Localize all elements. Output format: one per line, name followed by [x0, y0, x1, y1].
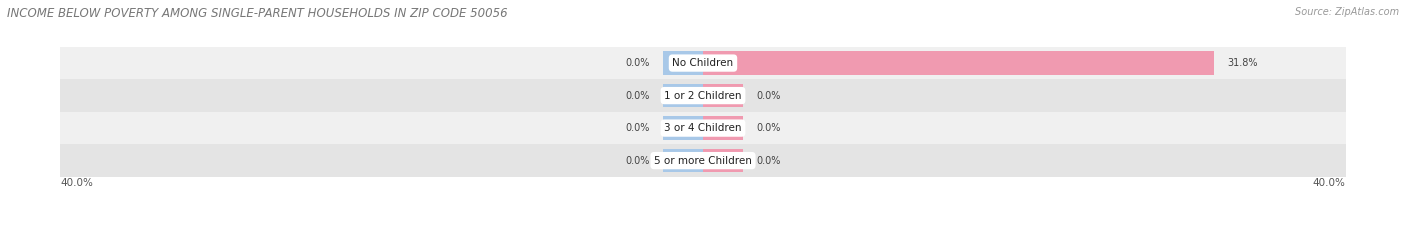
Bar — [662, 84, 703, 107]
Bar — [662, 116, 703, 140]
Bar — [703, 149, 744, 172]
Text: 0.0%: 0.0% — [626, 91, 650, 101]
Bar — [60, 144, 1346, 177]
Bar — [703, 116, 744, 140]
Bar — [60, 79, 1346, 112]
Text: 5 or more Children: 5 or more Children — [654, 156, 752, 166]
Text: INCOME BELOW POVERTY AMONG SINGLE-PARENT HOUSEHOLDS IN ZIP CODE 50056: INCOME BELOW POVERTY AMONG SINGLE-PARENT… — [7, 7, 508, 20]
Text: 31.8%: 31.8% — [1227, 58, 1257, 68]
Bar — [662, 149, 703, 172]
Text: 1 or 2 Children: 1 or 2 Children — [664, 91, 742, 101]
Text: 0.0%: 0.0% — [626, 58, 650, 68]
Text: 3 or 4 Children: 3 or 4 Children — [664, 123, 742, 133]
Text: 0.0%: 0.0% — [756, 123, 780, 133]
Bar — [703, 51, 1213, 75]
Text: Source: ZipAtlas.com: Source: ZipAtlas.com — [1295, 7, 1399, 17]
Text: 0.0%: 0.0% — [626, 123, 650, 133]
Bar — [60, 112, 1346, 144]
Bar — [703, 84, 744, 107]
Text: 0.0%: 0.0% — [756, 91, 780, 101]
Text: 40.0%: 40.0% — [1313, 178, 1346, 188]
Text: 0.0%: 0.0% — [756, 156, 780, 166]
Text: 40.0%: 40.0% — [60, 178, 93, 188]
Text: No Children: No Children — [672, 58, 734, 68]
Bar — [662, 51, 703, 75]
Text: 0.0%: 0.0% — [626, 156, 650, 166]
Bar — [60, 47, 1346, 79]
